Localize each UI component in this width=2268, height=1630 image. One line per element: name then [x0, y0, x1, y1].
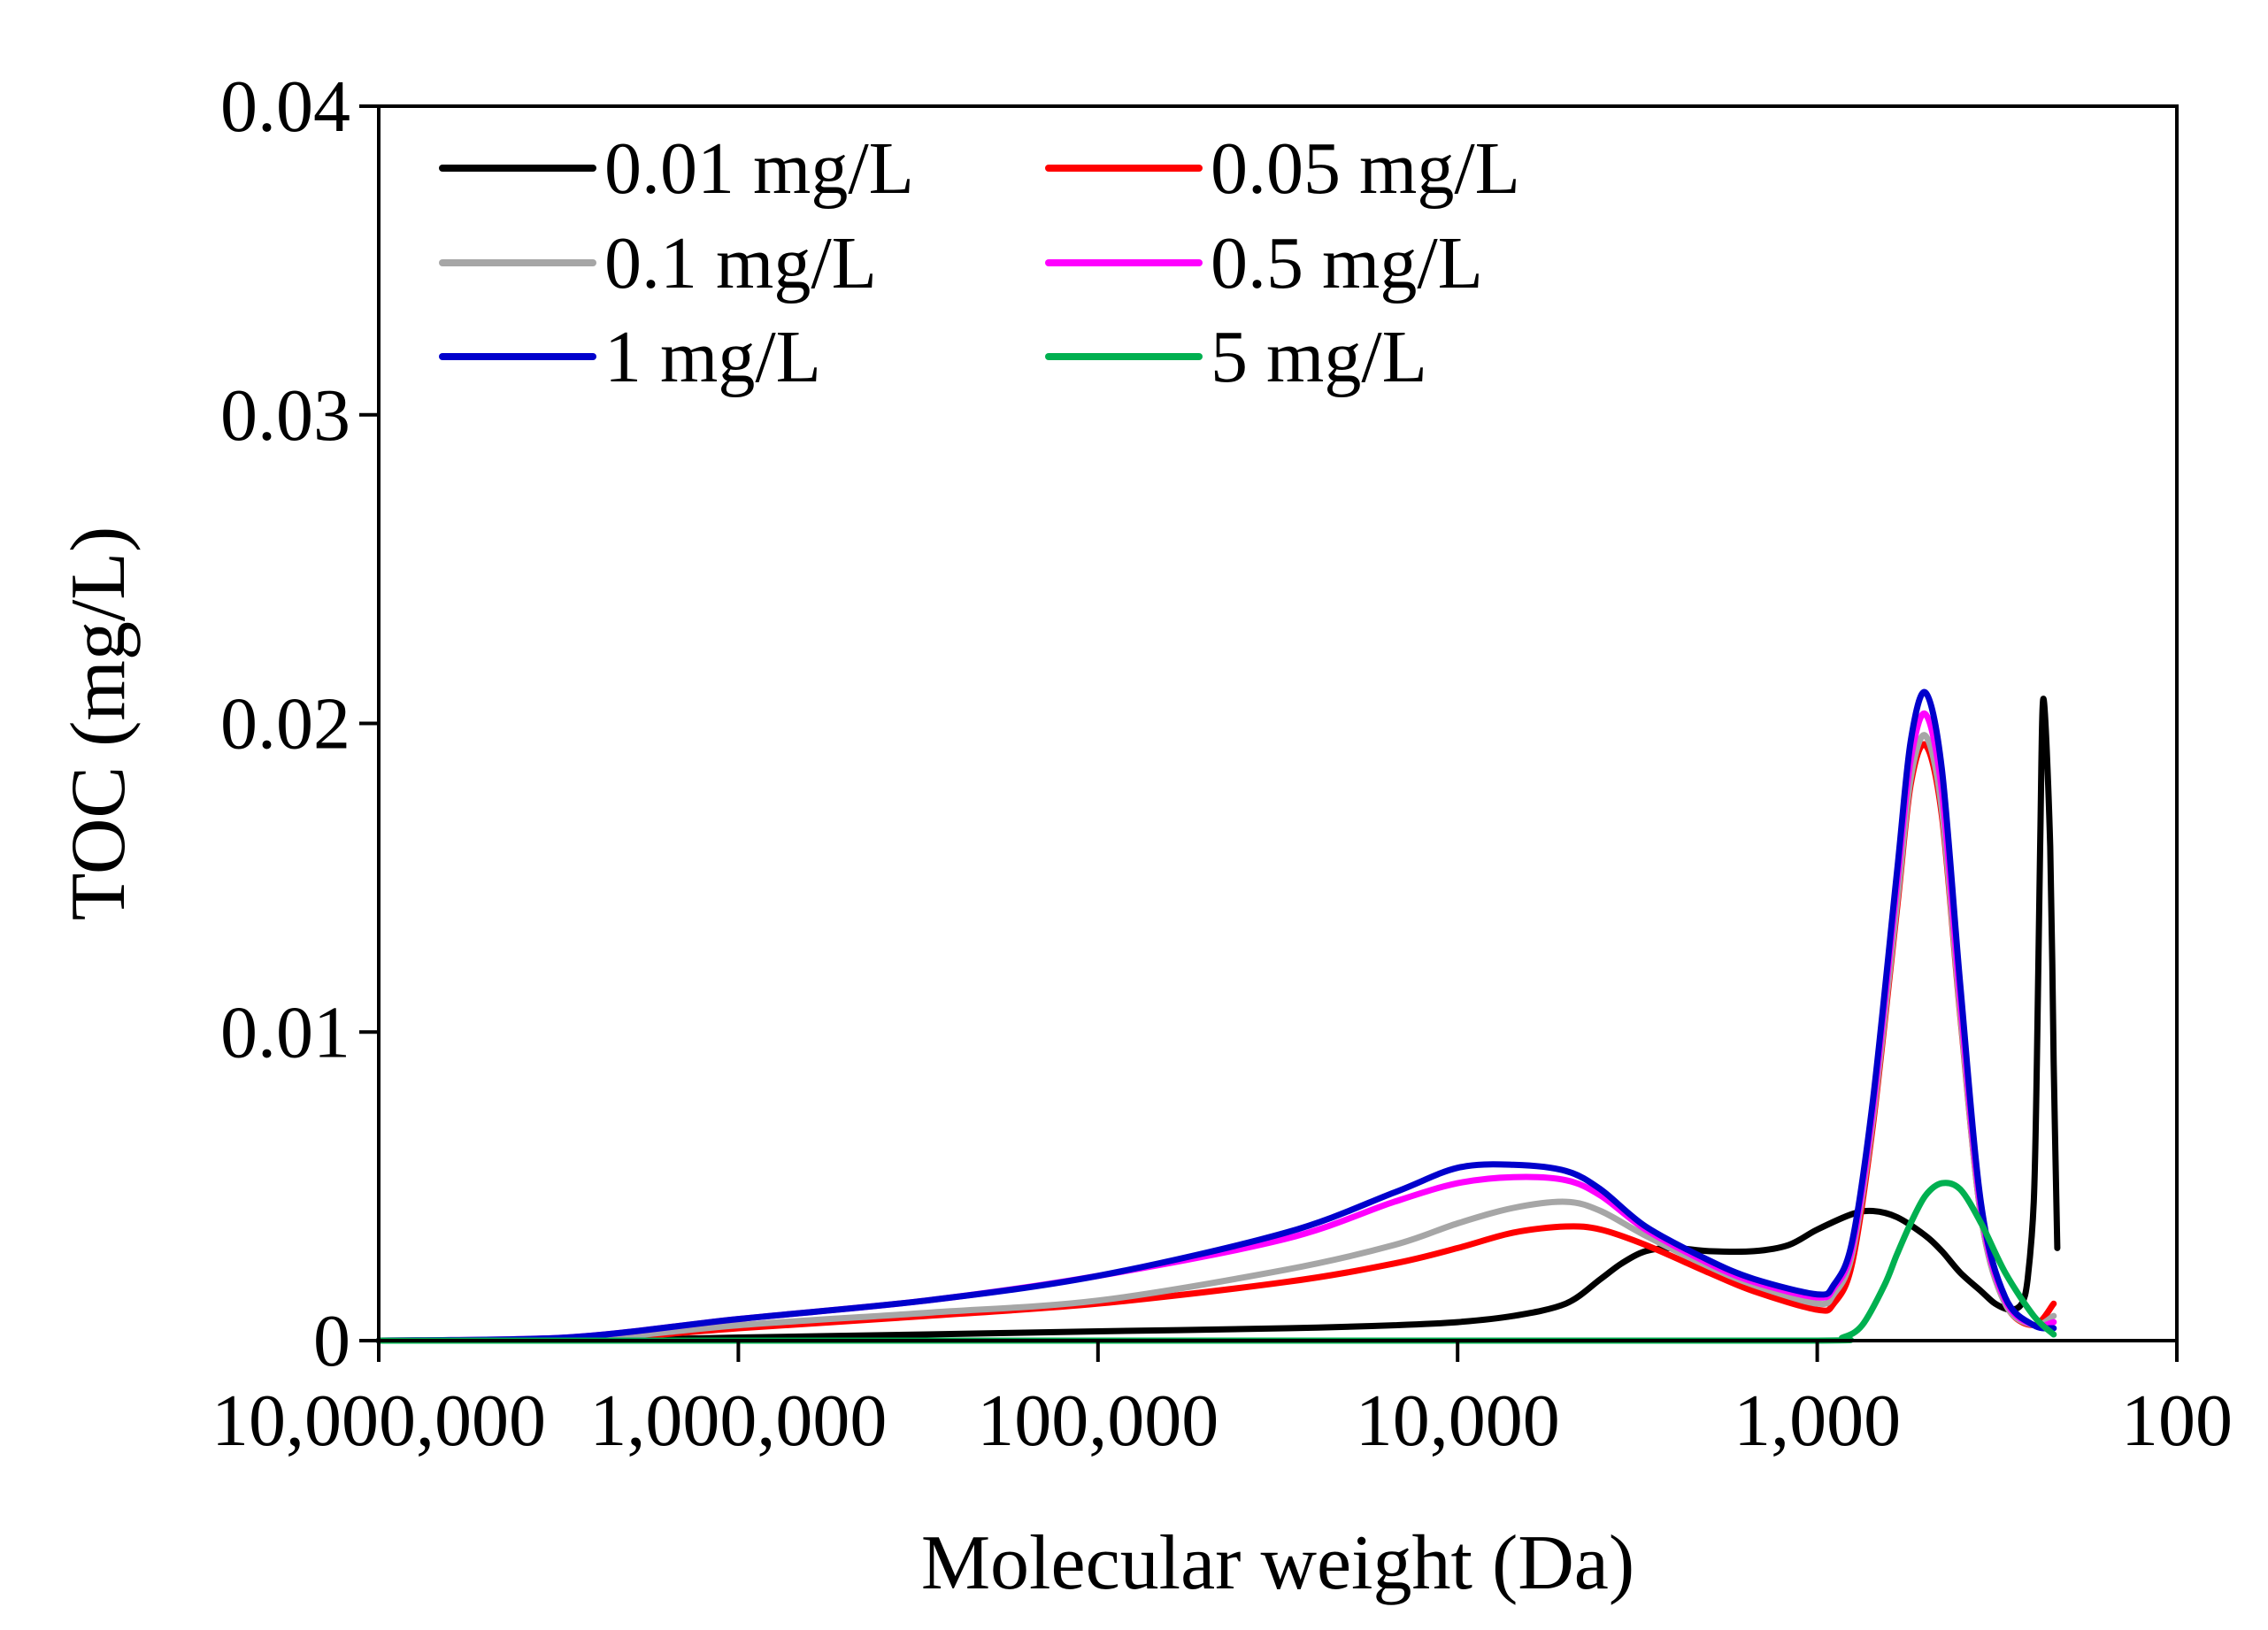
x-tick-label: 1,000,000 — [589, 1380, 887, 1462]
x-tick-label: 100 — [2121, 1380, 2233, 1462]
series-line-1 — [375, 696, 2061, 1344]
y-axis-ticks: 0 0.01 0.02 0.03 0.04 — [220, 65, 379, 1382]
legend-label: 0.1 mg/L — [604, 222, 877, 304]
legend-label: 0.01 mg/L — [604, 127, 914, 210]
legend: 0.01 mg/L 0.05 mg/L 0.1 mg/L 0.5 mg/L 1 mg/L… — [439, 127, 1520, 398]
x-axis-title: Molecular weight (Da) — [921, 1520, 1634, 1606]
y-tick-label: 0 — [313, 1300, 350, 1382]
x-tick-label: 1,000 — [1734, 1380, 1901, 1462]
y-tick-label: 0.03 — [220, 374, 350, 457]
legend-label: 5 mg/L — [1211, 316, 1427, 398]
y-axis-title: TOC (mg/L) — [56, 527, 142, 921]
x-tick-label: 10,000 — [1356, 1380, 1560, 1462]
y-tick-label: 0.02 — [220, 683, 350, 765]
x-tick-label: 100,000 — [977, 1380, 1219, 1462]
series-line-5 — [375, 688, 2057, 1344]
x-axis-ticks: 10,000,000 1,000,000 100,000 10,000 1,000 100 — [211, 1341, 2233, 1462]
x-tick-label: 10,000,000 — [211, 1380, 546, 1462]
series-lines — [375, 688, 2061, 1344]
legend-label: 0.5 mg/L — [1211, 222, 1483, 304]
y-tick-label: 0.04 — [220, 65, 350, 148]
legend-label: 0.05 mg/L — [1211, 127, 1520, 210]
legend-label: 1 mg/L — [604, 316, 821, 398]
y-tick-label: 0.01 — [220, 991, 350, 1073]
